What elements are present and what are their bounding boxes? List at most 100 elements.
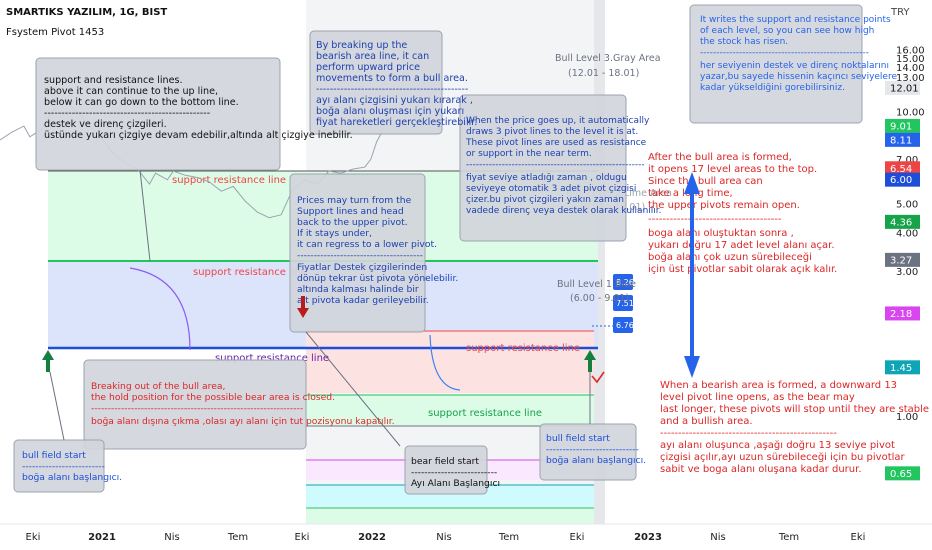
bear-level-5-zone xyxy=(306,485,594,507)
note-box-2 xyxy=(309,30,443,135)
note-5-line: Prices may turn from the xyxy=(297,195,412,206)
note-1-line: support and resistance lines. xyxy=(44,75,183,86)
y-tick-label: 7.00 xyxy=(896,155,918,166)
indicator-name: Fsystem Pivot 1453 xyxy=(6,27,104,38)
bear-explanation-line: ayı alanı oluşunca ,aşağı doğru 13 seviy… xyxy=(660,439,895,451)
zone-label-2: support resistance line xyxy=(193,267,307,278)
y-tick-label: 1.00 xyxy=(896,412,918,423)
note-3-line: ----------------------------------------… xyxy=(466,160,645,170)
note-2-line: By breaking up the xyxy=(316,40,407,51)
note-box-8 xyxy=(404,445,488,495)
note-3-line: vadede direnç veya destek olarak kullanı… xyxy=(466,206,662,216)
last-price-tags: 8.26 7.51 6.76 xyxy=(613,274,634,333)
bull-level-3-label: Bull Level 3.Gray Area xyxy=(555,53,661,64)
note-3-line: or support in the near term. xyxy=(466,149,592,159)
y-tick-label: 3.00 xyxy=(896,267,918,278)
zone-label-3: support resistance line xyxy=(215,353,329,364)
note-5-line: altında kalması halinde bir xyxy=(297,284,419,295)
pivot-arc-2 xyxy=(429,334,461,391)
pivot-arc-1 xyxy=(129,267,191,351)
bull-explanation-line: it opens 17 level areas to the top. xyxy=(648,164,817,175)
price-level-label: 9.01 xyxy=(890,121,912,132)
x-axis: Eki 2021 Nis Tem Eki 2022 Nis Tem Eki 2023 Nis Tem E… xyxy=(0,523,932,543)
x-tick-label: Tem xyxy=(227,532,248,543)
note-9-text: bull field start -----------------------… xyxy=(546,433,646,466)
last-price-tag xyxy=(613,274,633,290)
zone-label-4: support resistance line xyxy=(466,343,580,354)
x-tick-label: Eki xyxy=(851,532,866,543)
note-box-5 xyxy=(289,173,426,447)
x-tick-label: Tem xyxy=(778,532,799,543)
note-2-line: movements to form a bull area. xyxy=(316,73,468,84)
note-7-line: ------------------------- xyxy=(22,461,105,472)
note-6-text: Breaking out of the bull area, the hold … xyxy=(91,381,395,427)
bear-start-arrow-icon xyxy=(297,296,309,318)
price-level-label: 0.65 xyxy=(890,469,912,480)
bull-explanation-line: boga alanı oluştuktan sonra , xyxy=(648,228,794,239)
note-8-line: Ayı Alanı Başlangıcı xyxy=(411,478,500,489)
note-4-line: her seviyenin destek ve direnç noktaları… xyxy=(700,61,889,71)
bull-explanation-line: ------------------------------------- xyxy=(648,214,782,225)
price-level-label: 1.45 xyxy=(890,363,912,374)
note-9-line: boğa alanı başlangıcı. xyxy=(546,455,646,466)
price-level-badge xyxy=(885,118,920,133)
note-4-line: kadar yükseldiğini gorebilirsiniz. xyxy=(700,83,845,93)
note-2-line: perform upward price xyxy=(316,62,420,73)
note-7-line: bull field start xyxy=(22,450,86,461)
bull-explanation-line: Since the bull area can xyxy=(648,176,763,187)
checkmark-icon xyxy=(591,371,605,384)
x-tick-label: 2021 xyxy=(88,532,116,543)
note-2-line: fiyat hareketleri gerçekleştirebilir. xyxy=(316,117,477,128)
note-2-line: bearish area line, it can xyxy=(316,51,429,62)
price-level-label: 8.11 xyxy=(890,135,912,146)
bull-start-arrow-icon xyxy=(42,350,54,372)
note-1-line: ----------------------------------------… xyxy=(44,108,210,119)
bull-level-1-range: (6.00 - 9.01) xyxy=(570,293,629,304)
note-5-line: back to the upper pivot. xyxy=(297,217,408,228)
x-tick-label: Eki xyxy=(295,532,310,543)
price-level-badge xyxy=(885,172,920,187)
note-1-line: below it can go down to the bottom line. xyxy=(44,97,239,108)
last-price-tag xyxy=(613,295,633,311)
bear-explanation-line: When a bearish area is formed, a downwar… xyxy=(660,380,897,391)
note-8-line: bear field start xyxy=(411,456,479,467)
note-2-line: ayı alanı çizgisini yukarı kırarak , xyxy=(316,95,473,106)
x-tick-label: Eki xyxy=(570,532,585,543)
bull-explanation-line: boğa alanı çok uzun sürebileceği xyxy=(648,251,812,263)
note-4-text: It writes the support and resistance poi… xyxy=(700,15,900,93)
note-7-text: bull field start -----------------------… xyxy=(22,450,122,483)
last-price-tag-label: 6.76 xyxy=(616,321,634,330)
y-tick-label: 10.00 xyxy=(896,108,925,119)
last-price-tag-label: 8.26 xyxy=(616,278,634,287)
note-3-line: seviyeye otomatik 3 adet pivot çizgisi xyxy=(466,184,636,194)
price-level-badge xyxy=(885,214,920,229)
note-4-line: ----------------------------------------… xyxy=(700,48,869,58)
price-level-label: 6.00 xyxy=(890,175,912,186)
bull-explanation-line: yukarı doğru 17 adet level alanı açar. xyxy=(648,239,835,251)
note-box-6 xyxy=(83,359,307,450)
last-price-tag-label: 7.51 xyxy=(616,299,634,308)
bear-explanation-line: last longer, these pivots will stop unti… xyxy=(660,404,929,415)
note-2-line: boğa alanı oluşması için yukarı xyxy=(316,105,464,117)
x-tick-label: Nis xyxy=(164,532,179,543)
x-tick-label: 2023 xyxy=(634,532,662,543)
bear-explanation-line: sabit ve boga alanı oluşana kadar durur. xyxy=(660,464,862,475)
note-5-line: Support lines and head xyxy=(297,206,404,217)
note-3-line: draws 3 pivot lines to the level it is a… xyxy=(466,127,638,137)
chart-title: SMARTIKS YAZILIM, 1G, BIST xyxy=(6,7,167,18)
bear-explanation-line: çizgisi açılır,ayı uzun sürebileceği içi… xyxy=(660,451,906,463)
note-4-line: of each level, so you can see how high xyxy=(700,26,874,36)
price-level-badge xyxy=(885,306,920,321)
bear-explanation-line: and a bullish area. xyxy=(660,416,753,427)
bear-explanation-line: ----------------------------------------… xyxy=(660,428,837,439)
note-box-1 xyxy=(35,57,281,262)
note-5-line: If it stays under, xyxy=(297,228,372,239)
price-level-label: 3.27 xyxy=(890,255,912,266)
bull-explanation-line: After the bull area is formed, xyxy=(648,152,792,163)
note-9-line: bull field start xyxy=(546,433,610,444)
x-tick-label: Eki xyxy=(26,532,41,543)
bull-level-3-range: (12.01 - 18.01) xyxy=(568,68,639,79)
note-3-line: These pivot lines are used as resistance xyxy=(465,138,647,148)
